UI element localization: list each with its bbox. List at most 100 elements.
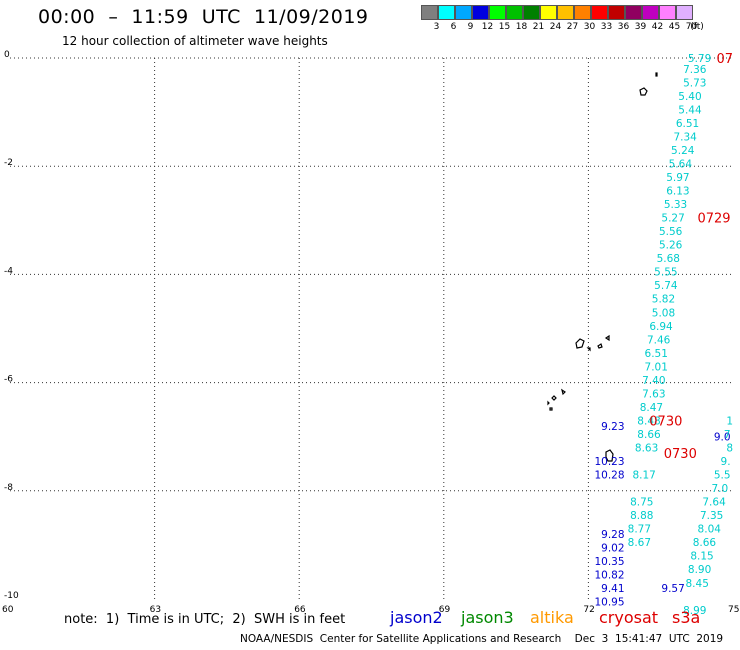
color-scale-labels: 3 6 9 12 15 18 21 24 27 30 33 36 39 42 45 70 (ft) [421, 22, 740, 34]
data-label-s3a: 5.68 [657, 253, 680, 265]
color-scale-swatch [506, 5, 523, 20]
x-tick-label: 60 [2, 605, 14, 615]
island-outline [655, 72, 658, 77]
time-label: 0730 [664, 447, 697, 462]
color-scale-label: 18 [515, 22, 528, 32]
data-label-s3a: 7.63 [642, 388, 665, 400]
data-label-s3a: 5.74 [654, 280, 678, 292]
color-scale-label: 12 [481, 22, 494, 32]
data-label-jason2: 9.28 [601, 529, 624, 541]
data-label-s3a: 8.66 [693, 537, 717, 549]
footer-note: note: 1) Time is in UTC; 2) SWH is in fe… [64, 612, 346, 627]
data-label-jason2: 10.28 [594, 470, 624, 482]
color-scale-label: 30 [583, 22, 596, 32]
data-label-s3a: 7.35 [700, 510, 723, 522]
island-outline [605, 449, 614, 462]
color-scale-label: 42 [651, 22, 664, 32]
color-scale-swatch [523, 5, 540, 20]
data-label-s3a: 8.15 [690, 551, 713, 563]
legend-label-s3a: s3a [672, 608, 701, 627]
color-scale-swatch [608, 5, 625, 20]
data-label-s3a: 5.64 [669, 158, 693, 170]
island-outline [547, 388, 566, 411]
legend-jason2: jason2 [390, 608, 443, 627]
data-label-s3a: 8.63 [635, 443, 658, 455]
data-label-s3a: 7.46 [647, 334, 671, 346]
color-scale-swatch [438, 5, 455, 20]
data-label-s3a: 7.0 [711, 483, 728, 495]
credit-line: NOAA/NESDIS Center for Satellite Applica… [240, 633, 724, 645]
x-tick-label: 63 [150, 605, 161, 615]
data-label-s3a: 7.40 [642, 375, 665, 387]
color-scale-bar [421, 5, 693, 20]
chart-subtitle: 12 hour collection of altimeter wave hei… [62, 34, 328, 48]
color-scale-unit: (ft) [690, 22, 704, 32]
color-scale-swatch [574, 5, 591, 20]
y-tick-label: -4 [4, 266, 13, 276]
x-tick-label: 66 [294, 605, 306, 615]
color-scale-label: 27 [566, 22, 579, 32]
data-label-s3a: 5.82 [652, 294, 675, 306]
data-label-jason2: 9.02 [601, 543, 624, 555]
data-label-jason2: 9.57 [661, 583, 684, 595]
color-scale-label: 33 [600, 22, 613, 32]
time-label: 0730 [649, 414, 682, 429]
data-label-s3a: 5.27 [661, 213, 684, 225]
data-label-jason2: 10.23 [594, 456, 624, 468]
color-scale-swatch [421, 5, 438, 20]
legend-label-jason3: jason3 [461, 608, 514, 627]
color-scale-swatch [642, 5, 659, 20]
color-scale-label: 39 [634, 22, 647, 32]
data-label-s3a: 8.17 [632, 470, 655, 482]
color-scale-label: 24 [549, 22, 562, 32]
data-label-s3a: 8.04 [698, 524, 722, 536]
data-label-s3a: 5.97 [666, 172, 689, 184]
data-label-jason2: 10.95 [594, 597, 624, 609]
data-label-s3a: 8.88 [630, 510, 653, 522]
color-scale-label: 45 [668, 22, 681, 32]
data-label-s3a: 6.13 [666, 186, 689, 198]
data-label-s3a: 7.01 [645, 361, 668, 373]
data-label-s3a: 6.51 [645, 348, 668, 360]
data-label-s3a: 8.66 [637, 429, 661, 441]
data-label-s3a: 7.34 [673, 131, 697, 143]
data-label-s3a: 5.33 [664, 199, 687, 211]
data-label-jason2: 9.41 [601, 583, 624, 595]
y-tick-label: -10 [4, 591, 19, 601]
color-scale-swatch [557, 5, 574, 20]
color-scale-label: 70 [685, 22, 698, 32]
island-outline [575, 334, 610, 352]
color-scale-swatch [659, 5, 676, 20]
data-label-s3a: 8.47 [640, 402, 663, 414]
data-label-s3a: 5.44 [678, 104, 702, 116]
time-label: 0729 [697, 212, 730, 227]
color-scale-swatch [591, 5, 608, 20]
color-scale-swatch [540, 5, 557, 20]
data-label-s3a: 6.94 [649, 321, 673, 333]
legend-altika: altika [530, 608, 574, 627]
x-tick-label: 69 [439, 605, 451, 615]
data-label-s3a: 8.67 [628, 537, 651, 549]
data-label-s3a: 7 [724, 429, 731, 441]
data-label-jason2: 9.0 [714, 432, 731, 444]
x-tick-label: 75 [728, 605, 739, 615]
color-scale-swatch [676, 5, 693, 20]
color-scale-swatch [472, 5, 489, 20]
chart-title: 00:00 – 11:59 UTC 11/09/2019 [38, 6, 369, 28]
data-label-s3a: 8.48 [637, 415, 660, 427]
legend-jason3: jason3 [461, 608, 514, 627]
data-label-s3a: 5.40 [678, 91, 701, 103]
color-scale-label: 6 [450, 22, 457, 32]
data-label-s3a: 5.5 [714, 470, 731, 482]
data-label-s3a: 5.26 [659, 240, 683, 252]
data-label-s3a: 5.56 [659, 226, 683, 238]
data-label-s3a: 8.75 [630, 497, 653, 509]
data-label-s3a: 8.77 [628, 524, 651, 536]
y-tick-label: -6 [4, 375, 13, 385]
legend-s3a: s3a [672, 608, 700, 627]
time-label: 07 [716, 52, 733, 67]
legend-label-altika: altika [530, 608, 574, 627]
island-outline [639, 87, 648, 96]
legend-label-cryosat: cryosat [599, 608, 659, 627]
